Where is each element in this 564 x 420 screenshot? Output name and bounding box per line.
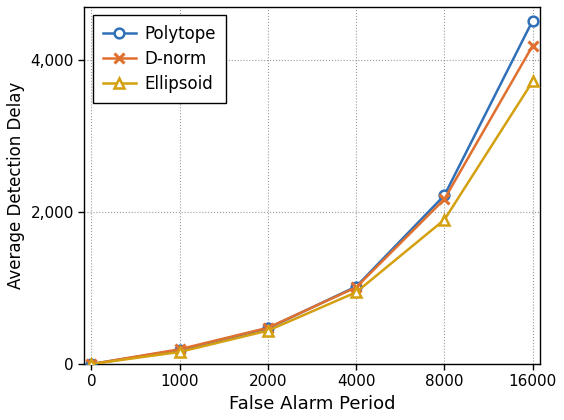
Line: D-norm: D-norm — [86, 41, 537, 369]
Polytope — [352, 284, 359, 289]
Legend: Polytope, D-norm, Ellipsoid: Polytope, D-norm, Ellipsoid — [92, 15, 226, 102]
Line: Polytope: Polytope — [86, 16, 537, 369]
Polytope — [265, 326, 271, 331]
D-norm — [265, 325, 271, 330]
Ellipsoid — [529, 79, 536, 84]
D-norm — [352, 285, 359, 290]
Polytope — [529, 18, 536, 23]
Y-axis label: Average Detection Delay: Average Detection Delay — [7, 82, 25, 289]
D-norm — [88, 362, 95, 367]
Ellipsoid — [265, 328, 271, 333]
Ellipsoid — [441, 217, 448, 222]
X-axis label: False Alarm Period: False Alarm Period — [229, 395, 395, 413]
Ellipsoid — [88, 362, 95, 367]
Ellipsoid — [176, 349, 183, 354]
Line: Ellipsoid: Ellipsoid — [86, 76, 537, 369]
D-norm — [529, 43, 536, 48]
Polytope — [441, 193, 448, 198]
Polytope — [176, 347, 183, 352]
D-norm — [441, 197, 448, 202]
D-norm — [176, 347, 183, 352]
Ellipsoid — [352, 290, 359, 295]
Polytope — [88, 362, 95, 367]
